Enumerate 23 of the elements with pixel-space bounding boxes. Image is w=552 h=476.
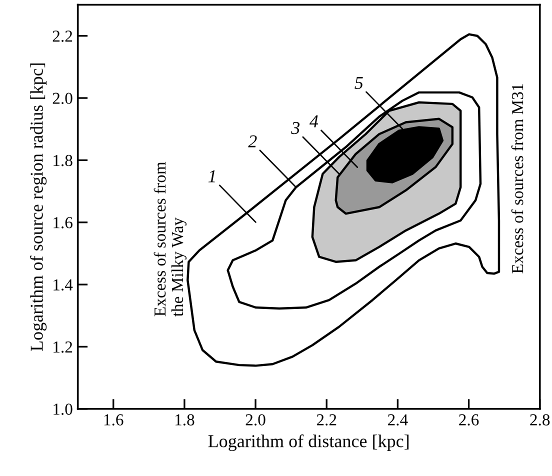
x-tick-label: 1.8 <box>176 414 194 426</box>
x-tick-label: 1.6 <box>104 414 124 426</box>
annotation: Excess of sources from the Milky Way <box>154 162 187 317</box>
y-tick-label: 1.8 <box>54 154 72 166</box>
y-tick-label: 1.6 <box>54 217 72 228</box>
y-tick-label: 2.2 <box>52 30 72 42</box>
x-tick-label: 2.0 <box>246 414 266 426</box>
annotation: 2 <box>248 135 257 148</box>
y-tick-label: 1.2 <box>54 341 72 353</box>
y-tick-label: 1.0 <box>54 404 72 415</box>
x-axis-title: Logarithm of distance [kpc] <box>208 434 409 452</box>
annotation: Excess of sources from M31 <box>511 84 524 274</box>
annotation: 1 <box>208 170 215 182</box>
x-tick-label: 2.6 <box>459 414 479 426</box>
y-axis-title: Logarithm of source region radius [kpc] <box>30 64 47 351</box>
annotation: 4 <box>309 115 318 128</box>
annotation: 5 <box>354 77 363 90</box>
y-tick-label: 2.0 <box>52 92 72 104</box>
y-tick-label: 1.4 <box>54 279 73 291</box>
x-tick-label: 2.8 <box>530 414 550 426</box>
x-tick-label: 2.4 <box>388 414 408 426</box>
annotation: 3 <box>291 122 300 134</box>
x-tick-label: 2.2 <box>316 414 336 426</box>
